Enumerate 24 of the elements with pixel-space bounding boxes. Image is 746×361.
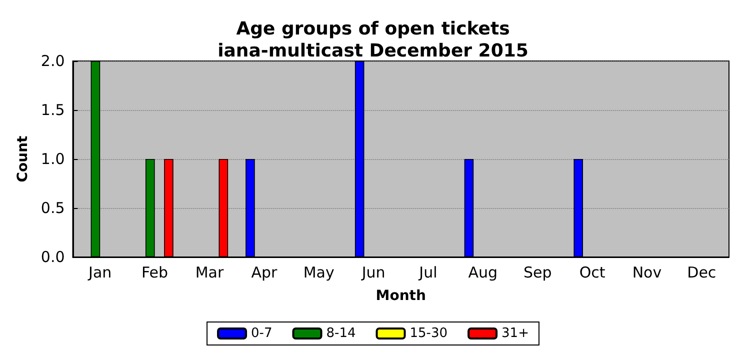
x-tick-label: Nov	[632, 264, 662, 282]
x-tick-label: Apr	[251, 264, 278, 282]
legend-label: 31+	[502, 326, 529, 341]
y-tick-label: 0.5	[40, 199, 65, 217]
y-tick-label: 1.5	[40, 101, 65, 119]
x-tick-label: Aug	[468, 264, 498, 282]
x-tick-label: Mar	[195, 264, 224, 282]
y-tick-label: 2.0	[40, 52, 65, 70]
y-tick-label: 1.0	[40, 150, 65, 168]
legend-label: 8-14	[326, 326, 356, 341]
x-tick-label: Jul	[418, 264, 438, 282]
chart-title: Age groups of open tickets iana-multicast December 2015	[218, 18, 528, 62]
x-tick-label: Feb	[142, 264, 168, 282]
legend-label: 0-7	[251, 326, 272, 341]
x-tick-label: Jun	[360, 264, 386, 282]
x-tick-label: May	[303, 264, 334, 282]
x-tick-label: Oct	[579, 264, 606, 282]
x-tick-label: Dec	[687, 264, 716, 282]
x-tick-label: Jan	[88, 264, 112, 282]
y-axis-title: Count	[15, 135, 31, 182]
legend-label: 15-30	[410, 326, 448, 341]
y-tick-label: 0.0	[40, 248, 65, 266]
x-tick-label: Sep	[523, 264, 552, 282]
x-axis-title: Month	[376, 288, 426, 304]
